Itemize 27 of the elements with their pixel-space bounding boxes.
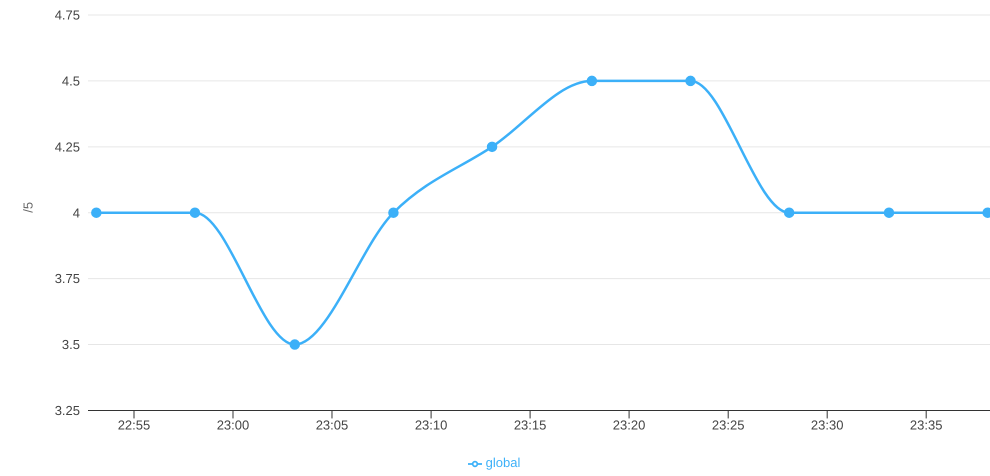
- x-tick-label: 23:20: [612, 418, 646, 433]
- point: [190, 207, 200, 218]
- point: [884, 207, 894, 218]
- y-tick-label: 4.5: [62, 74, 80, 89]
- point: [685, 76, 696, 86]
- x-tick-label: 23:35: [910, 418, 942, 433]
- y-tick-label: 3.75: [54, 271, 80, 286]
- y-tick-label: 3.25: [54, 403, 80, 418]
- y-tick-label: 3.5: [62, 337, 80, 352]
- legend-label: global: [486, 455, 520, 470]
- y-tick-label: 4.25: [54, 139, 80, 154]
- point: [290, 339, 300, 350]
- y-tick-label: 4.75: [54, 8, 80, 23]
- y-tick-label: 4: [72, 205, 80, 220]
- point: [486, 142, 498, 152]
- point: [586, 76, 598, 86]
- x-tick-label: 23:30: [810, 418, 844, 433]
- point: [388, 207, 399, 218]
- point: [784, 207, 794, 218]
- x-tick-label: 23:05: [316, 418, 348, 433]
- x-tick-label: 23:10: [414, 418, 448, 433]
- x-tick-label: 23:00: [216, 418, 250, 433]
- x-tick-label: 23:15: [514, 418, 546, 433]
- x-tick-label: 22:55: [118, 418, 150, 433]
- x-tick-label: 23:25: [712, 418, 744, 433]
- point: [91, 207, 102, 218]
- y-axis-title: /5: [20, 202, 36, 213]
